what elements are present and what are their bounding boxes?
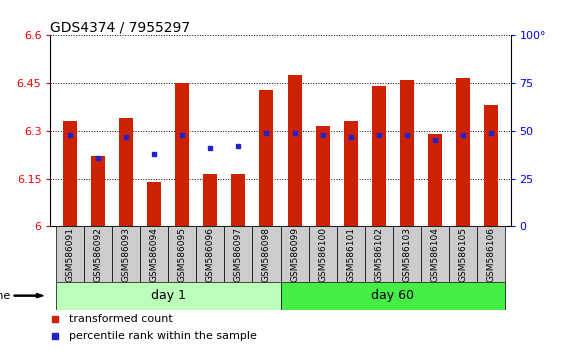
Text: percentile rank within the sample: percentile rank within the sample <box>69 331 257 341</box>
Bar <box>280 282 505 309</box>
Text: GSM586104: GSM586104 <box>430 227 439 281</box>
Bar <box>421 226 449 282</box>
Bar <box>231 174 246 226</box>
Bar <box>477 226 505 282</box>
Bar <box>203 174 218 226</box>
Text: GSM586096: GSM586096 <box>206 227 215 281</box>
Bar <box>196 226 224 282</box>
Text: GSM586102: GSM586102 <box>374 227 383 281</box>
Bar <box>224 226 252 282</box>
Text: GSM586091: GSM586091 <box>66 227 75 281</box>
Bar <box>280 226 309 282</box>
Bar <box>56 226 84 282</box>
Text: GSM586095: GSM586095 <box>178 227 187 281</box>
Text: GSM586093: GSM586093 <box>122 227 131 281</box>
Bar <box>147 182 162 226</box>
Bar <box>393 226 421 282</box>
Text: GSM586103: GSM586103 <box>402 227 411 281</box>
Bar <box>399 80 413 226</box>
Bar <box>119 118 134 226</box>
Text: GSM586094: GSM586094 <box>150 227 159 281</box>
Bar <box>288 75 302 226</box>
Text: GSM586097: GSM586097 <box>234 227 243 281</box>
Bar <box>449 226 477 282</box>
Text: GSM586099: GSM586099 <box>290 227 299 281</box>
Text: day 60: day 60 <box>371 289 414 302</box>
Bar <box>484 105 498 226</box>
Text: GSM586106: GSM586106 <box>486 227 495 281</box>
Bar <box>84 226 112 282</box>
Bar <box>140 226 168 282</box>
Text: GDS4374 / 7955297: GDS4374 / 7955297 <box>50 20 191 34</box>
Text: time: time <box>0 291 11 301</box>
Bar <box>175 83 189 226</box>
Text: GSM586105: GSM586105 <box>458 227 467 281</box>
Bar <box>337 226 365 282</box>
Text: GSM586092: GSM586092 <box>94 227 103 281</box>
Bar <box>365 226 393 282</box>
Text: GSM586100: GSM586100 <box>318 227 327 281</box>
Bar <box>56 282 280 309</box>
Bar <box>91 156 105 226</box>
Bar <box>315 126 329 226</box>
Bar <box>63 121 77 226</box>
Text: transformed count: transformed count <box>69 314 173 324</box>
Bar <box>343 121 358 226</box>
Text: day 1: day 1 <box>151 289 186 302</box>
Bar <box>371 86 386 226</box>
Bar <box>259 90 273 226</box>
Bar <box>456 78 470 226</box>
Bar <box>112 226 140 282</box>
Text: GSM586101: GSM586101 <box>346 227 355 281</box>
Text: GSM586098: GSM586098 <box>262 227 271 281</box>
Bar <box>309 226 337 282</box>
Bar <box>427 134 442 226</box>
Bar <box>252 226 280 282</box>
Bar <box>168 226 196 282</box>
